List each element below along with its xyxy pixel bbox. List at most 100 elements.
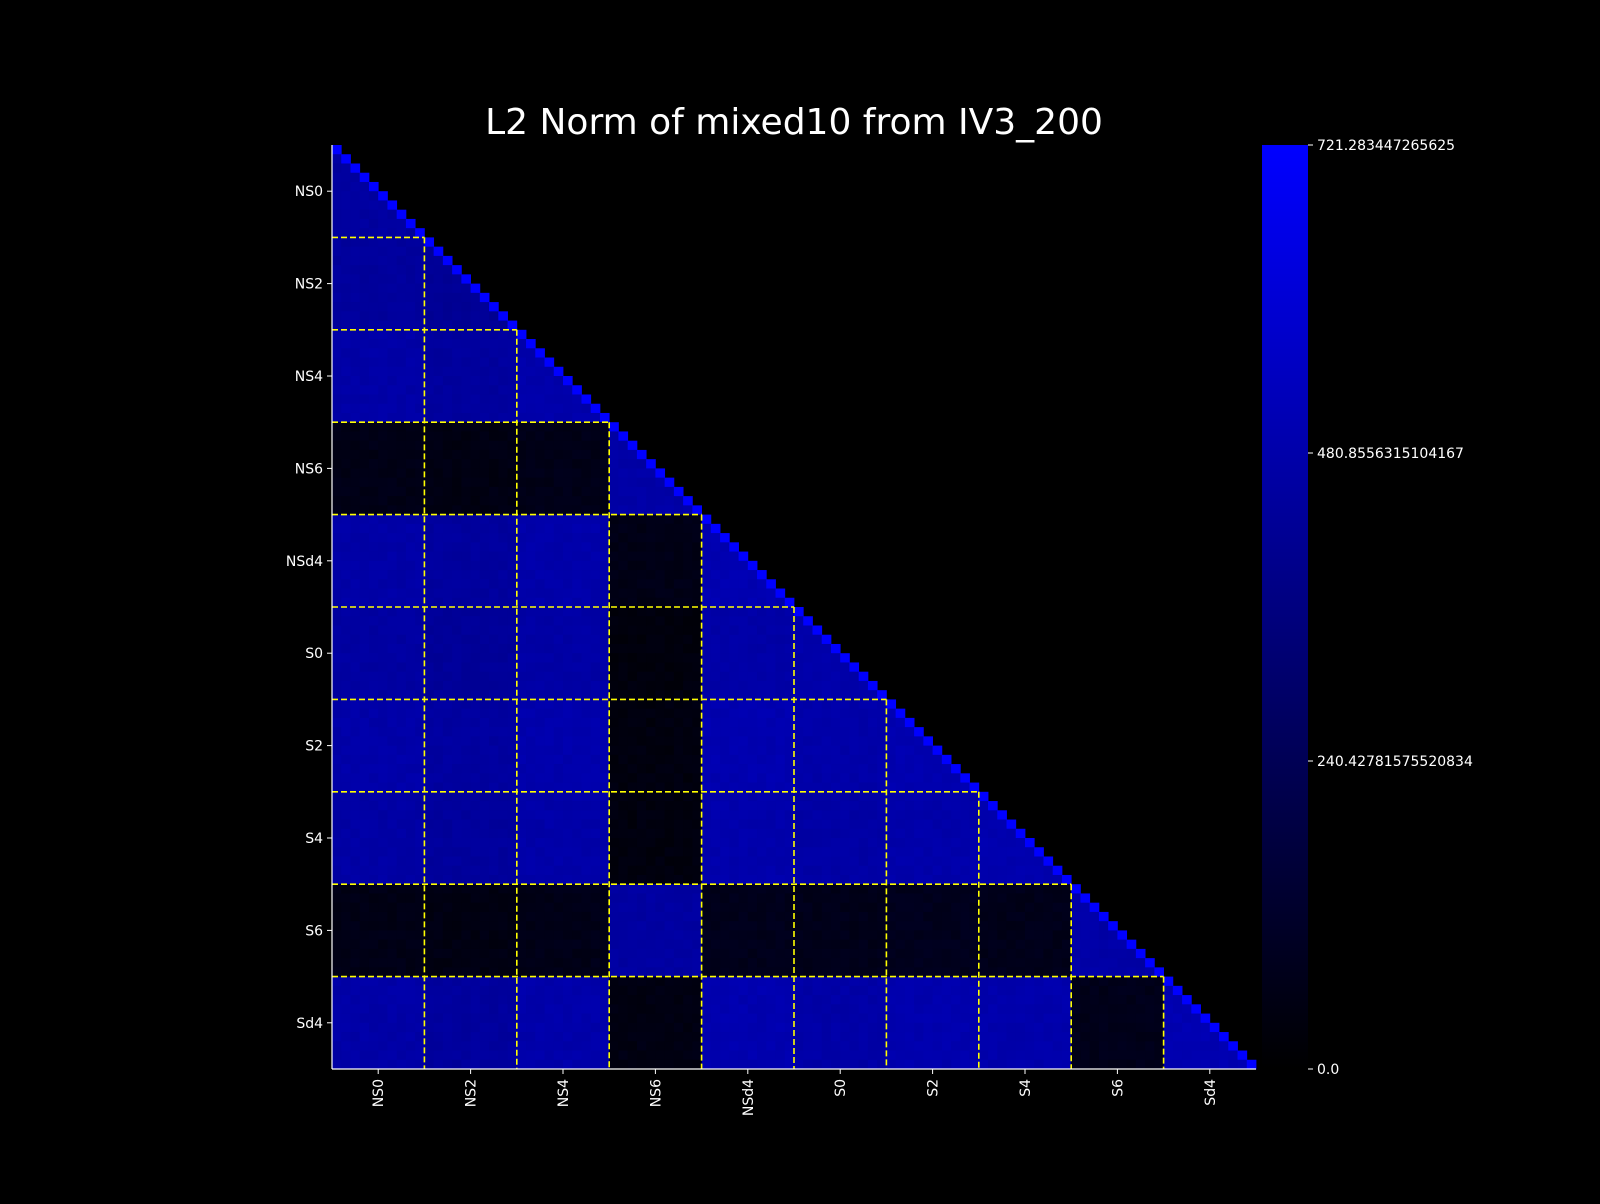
heatmap-cell	[1015, 874, 1026, 885]
heatmap-cell	[507, 412, 518, 423]
heatmap-cell	[396, 754, 407, 765]
heatmap-cell	[405, 838, 416, 848]
heatmap-cell	[489, 597, 499, 608]
heatmap-cell	[812, 791, 823, 802]
heatmap-cell	[489, 412, 499, 423]
heatmap-cell	[609, 422, 619, 432]
heatmap-cell	[535, 570, 545, 580]
heatmap-cell	[969, 801, 980, 811]
heatmap-cell	[794, 884, 804, 894]
heatmap-cell	[757, 662, 767, 673]
heatmap-cell	[563, 754, 573, 765]
heatmap-cell	[932, 791, 943, 802]
heatmap-cell	[729, 893, 739, 904]
heatmap-cell	[1154, 1050, 1164, 1061]
heatmap-cell	[378, 477, 388, 488]
heatmap-cell	[461, 302, 471, 312]
heatmap-cell	[710, 856, 721, 867]
heatmap-cell	[609, 810, 619, 820]
heatmap-cell	[840, 930, 850, 941]
heatmap-cell	[442, 560, 453, 571]
heatmap-cell	[498, 477, 508, 488]
heatmap-cell	[951, 911, 961, 922]
heatmap-cell	[405, 542, 416, 552]
heatmap-cell	[470, 440, 481, 451]
heatmap-cell	[692, 810, 702, 820]
heatmap-cell	[1126, 958, 1137, 968]
heatmap-cell	[590, 662, 601, 673]
heatmap-cell	[415, 255, 425, 266]
heatmap-cell	[544, 514, 555, 525]
heatmap-cell	[1098, 1032, 1109, 1042]
heatmap-cell	[794, 828, 804, 839]
heatmap-cell	[599, 579, 610, 589]
heatmap-cell	[655, 958, 666, 968]
heatmap-cell	[1006, 838, 1017, 848]
heatmap-cell	[424, 856, 435, 867]
heatmap-cell	[350, 172, 361, 183]
heatmap-cell	[655, 523, 666, 534]
heatmap-cell	[415, 995, 425, 1005]
heatmap-cell	[489, 533, 499, 543]
heatmap-cell	[452, 533, 462, 543]
heatmap-cell	[969, 1013, 980, 1024]
heatmap-cell	[766, 976, 776, 987]
heatmap-cell	[470, 884, 481, 894]
heatmap-cell	[803, 985, 813, 996]
heatmap-cell	[664, 948, 675, 959]
heatmap-cell	[498, 496, 508, 506]
heatmap-cell	[1182, 1041, 1192, 1051]
heatmap-cell	[350, 699, 361, 710]
heatmap-cell	[387, 727, 398, 737]
heatmap-cell	[1043, 1041, 1054, 1051]
heatmap-cell	[747, 958, 758, 968]
heatmap-cell	[655, 477, 666, 488]
heatmap-cell	[378, 810, 388, 820]
heatmap-cell	[757, 865, 767, 876]
heatmap-cell	[794, 939, 804, 950]
heatmap-cell	[470, 847, 481, 857]
heatmap-cell	[923, 911, 933, 922]
heatmap-cell	[664, 717, 675, 728]
heatmap-cell	[572, 727, 582, 737]
heatmap-cell	[387, 985, 398, 996]
heatmap-cell	[489, 948, 499, 959]
heatmap-cell	[341, 884, 351, 894]
heatmap-cell	[461, 1013, 471, 1024]
heatmap-cell	[332, 699, 342, 710]
heatmap-cell	[452, 699, 462, 710]
heatmap-cell	[553, 838, 564, 848]
heatmap-cell	[794, 921, 804, 931]
heatmap-cell	[988, 1013, 998, 1024]
heatmap-cell	[858, 819, 869, 830]
heatmap-cell	[470, 856, 481, 867]
heatmap-cell	[997, 1004, 1007, 1014]
heatmap-cell	[941, 985, 952, 996]
heatmap-cell	[960, 1022, 970, 1033]
heatmap-cell	[812, 1050, 823, 1061]
heatmap-cell	[498, 810, 508, 820]
heatmap-cell	[821, 708, 832, 719]
heatmap-cell	[978, 828, 989, 839]
heatmap-cell	[368, 690, 379, 700]
heatmap-cell	[849, 948, 860, 959]
heatmap-cell	[452, 311, 462, 321]
heatmap-cell	[452, 486, 462, 497]
heatmap-cell	[396, 1050, 407, 1061]
heatmap-cell	[553, 810, 564, 820]
heatmap-cell	[618, 874, 629, 885]
heatmap-cell	[599, 819, 610, 830]
heatmap-cell	[1034, 884, 1044, 894]
heatmap-cell	[867, 967, 878, 977]
heatmap-cell	[683, 588, 693, 599]
heatmap-cell	[452, 791, 462, 802]
heatmap-cell	[830, 1013, 841, 1024]
heatmap-cell	[498, 791, 508, 802]
heatmap-cell	[479, 1022, 490, 1033]
heatmap-cell	[581, 551, 592, 562]
heatmap-cell	[553, 385, 564, 395]
heatmap-cell	[609, 930, 619, 941]
heatmap-cell	[794, 967, 804, 977]
heatmap-cell	[479, 339, 490, 349]
heatmap-cell	[563, 911, 573, 922]
